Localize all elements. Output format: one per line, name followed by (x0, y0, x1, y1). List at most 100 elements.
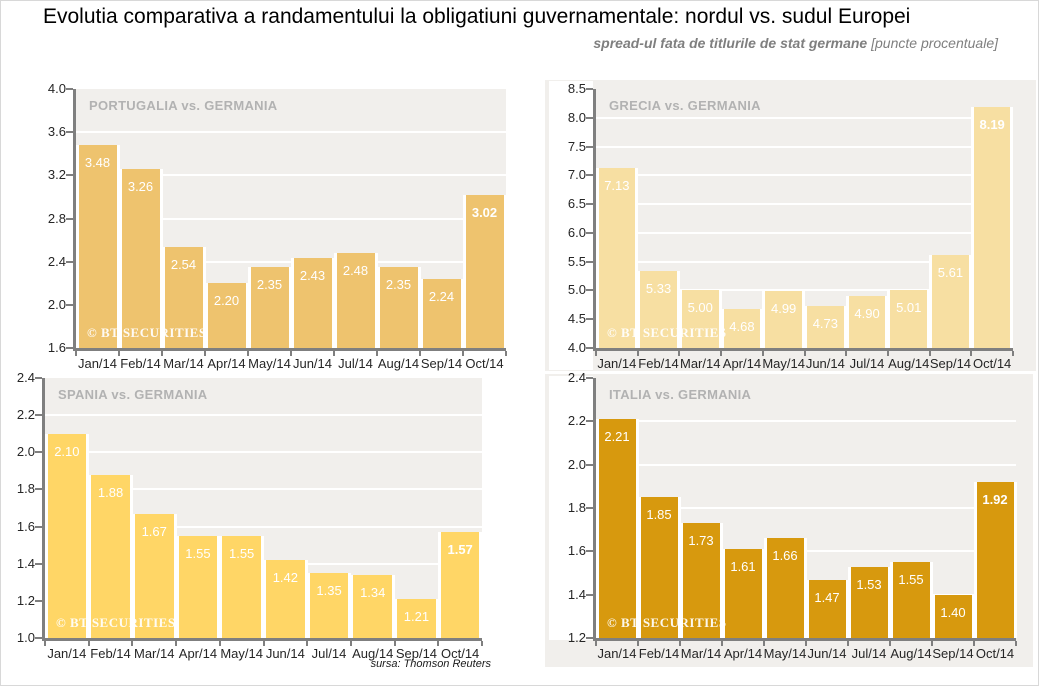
x-tick-mark (393, 641, 396, 646)
bar-value-label: 1.55 (185, 545, 211, 561)
gridline (45, 488, 482, 491)
gridline (596, 550, 1016, 553)
y-tick-mark (586, 507, 593, 509)
chart-title-portugalia: PORTUGALIA vs. GERMANIA (89, 98, 278, 113)
x-tick-mark (886, 351, 889, 356)
x-axis (42, 638, 482, 641)
y-tick-label: 1.2 (567, 630, 586, 645)
x-tick-mark (218, 641, 221, 646)
bar-value-label: 1.73 (688, 533, 714, 549)
x-tick-label: Sep/14 (395, 646, 438, 661)
x-tick-mark (720, 351, 723, 356)
x-tick-mark (761, 351, 764, 356)
y-tick-label: 3.6 (47, 124, 66, 140)
y-tick-mark (35, 525, 42, 528)
y-tick-mark (586, 420, 593, 423)
y-tick-mark (586, 463, 593, 466)
bt-securities-watermark: © BT SECURITIES (87, 325, 207, 340)
page-subtitle: spread-ul fata de titlurile de stat germ… (593, 35, 998, 51)
y-tick-label: 1.8 (16, 481, 35, 497)
bar-value-label: 2.24 (428, 288, 455, 304)
x-tick-mark (1012, 351, 1014, 356)
x-tick-label: Mar/14 (163, 356, 204, 371)
x-tick-label: Jun/14 (805, 356, 845, 371)
bt-securities-watermark: © BT SECURITIES (607, 325, 727, 340)
x-tick-label: Sep/14 (420, 356, 463, 371)
x-tick-label: Aug/14 (377, 356, 420, 371)
bar (207, 283, 246, 348)
bt-securities-watermark: © BT SECURITIES (607, 615, 727, 630)
gridline (76, 260, 506, 263)
x-tick-mark (970, 351, 973, 356)
bar (850, 566, 888, 638)
y-tick-label: 2.2 (16, 407, 35, 423)
x-tick-mark (204, 351, 206, 356)
gridline (596, 463, 1016, 466)
y-tick-mark (586, 174, 593, 177)
x-tick-label: Oct/14 (972, 356, 1012, 371)
x-tick-label: Jul/14 (311, 646, 347, 661)
bar (765, 291, 802, 348)
x-tick-label: Feb/14 (638, 646, 680, 661)
bar (640, 497, 678, 638)
x-tick-label: Mar/14 (680, 356, 721, 371)
gridline (596, 116, 1013, 119)
y-tick-mark (66, 88, 73, 90)
y-tick-label: 7.0 (567, 167, 586, 183)
bar (78, 145, 117, 348)
x-tick-mark (437, 641, 440, 646)
gridline (45, 525, 482, 528)
x-tick-mark (847, 641, 849, 646)
bar (598, 167, 636, 348)
bar-value-label: 2.35 (256, 277, 283, 293)
x-tick-mark (161, 351, 163, 356)
y-tick-label: 2.4 (47, 253, 66, 269)
gridline (76, 217, 506, 220)
x-tick-mark (118, 351, 120, 356)
x-tick-label: Apr/14 (207, 356, 246, 371)
bar-value-label: 2.43 (299, 268, 326, 284)
x-tick-mark (306, 641, 309, 646)
x-tick-label: May/14 (763, 646, 807, 661)
gridline (76, 174, 506, 177)
bar-value-label: 3.26 (127, 178, 154, 194)
x-tick-label: Feb/14 (638, 356, 679, 371)
y-tick-mark (586, 231, 593, 234)
y-axis (593, 89, 596, 351)
x-tick-mark (1015, 641, 1017, 646)
y-tick-label: 2.4 (567, 370, 586, 385)
bar-value-label: 2.10 (54, 443, 80, 459)
bar-value-label: 1.85 (646, 507, 672, 523)
plot-area-italia: 2.21 1.85 1.73 1.61 1.66 1.47 1.53 1.55 1.40 1.92… (596, 378, 1016, 638)
bar (164, 246, 203, 348)
bar (422, 278, 461, 348)
x-tick-mark (678, 351, 681, 356)
bar (222, 535, 261, 638)
bar (598, 419, 636, 638)
y-tick-label: 3.2 (47, 167, 66, 183)
gridline (45, 599, 482, 602)
x-tick-mark (931, 641, 933, 646)
y-tick-label: 2.0 (47, 296, 66, 312)
subtitle-unit: [puncte procentuale] (867, 35, 998, 51)
x-axis (593, 638, 1016, 641)
x-tick-mark (333, 351, 335, 356)
x-tick-label: Jun/14 (292, 356, 333, 371)
x-tick-label: Sep/14 (929, 356, 972, 371)
y-tick-label: 2.0 (567, 456, 586, 472)
y-tick-mark (35, 562, 42, 565)
page-title: Evolutia comparativa a randamentului la … (43, 5, 911, 28)
x-tick-label: Jan/14 (597, 356, 637, 371)
bar (682, 523, 720, 638)
y-tick-mark (66, 303, 73, 306)
bar-value-label: 2.21 (604, 429, 630, 445)
x-tick-label: Aug/14 (890, 646, 932, 661)
y-tick-mark (35, 414, 42, 417)
y-tick-label: 2.2 (567, 413, 586, 429)
bar-value-label: 3.48 (84, 155, 111, 171)
y-tick-mark (586, 88, 593, 90)
bar-value-label: 5.33 (645, 281, 672, 297)
y-tick-label: 4.0 (567, 340, 586, 355)
y-tick-mark (586, 289, 593, 292)
x-tick-label: Feb/14 (90, 646, 131, 661)
